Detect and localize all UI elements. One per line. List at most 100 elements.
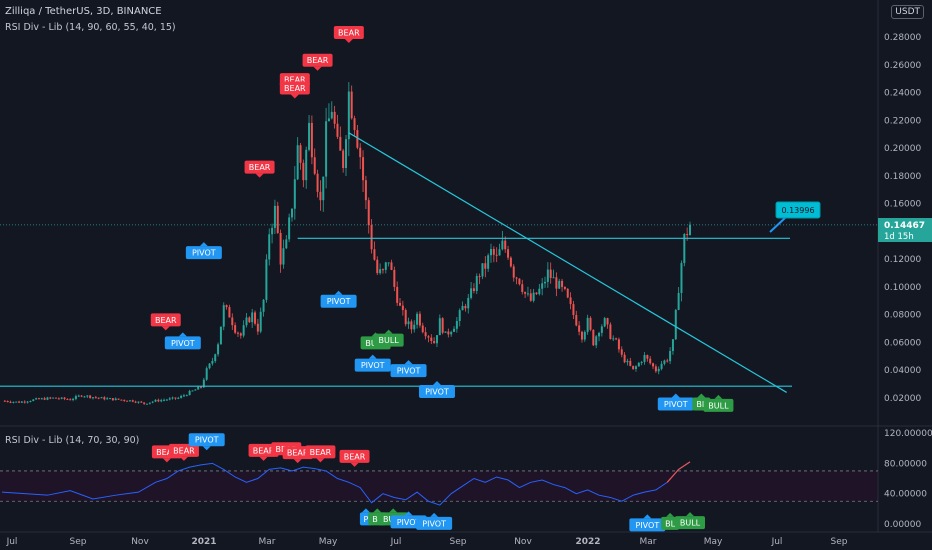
signal-tag-label: PIVOT	[425, 387, 449, 396]
candle-body	[438, 318, 441, 336]
main-indicator-label: RSI Div - Lib (14, 90, 60, 55, 40, 15)	[5, 22, 176, 33]
candle-body	[575, 314, 578, 326]
candle-body	[671, 339, 674, 351]
candle-body	[97, 397, 100, 399]
signal-tag-pointer	[162, 458, 171, 463]
candle-body	[524, 291, 527, 294]
rsi-tick: 80.00000	[884, 459, 927, 469]
signal-pivot-tag[interactable]: PIVOT	[185, 242, 222, 260]
candle-body	[140, 401, 143, 403]
candle-body	[373, 249, 376, 260]
candle-body	[182, 395, 185, 397]
signal-tag-label: BULL	[680, 519, 701, 528]
candle-body	[535, 292, 538, 295]
candle-body	[330, 111, 333, 119]
candle-body	[236, 332, 239, 334]
candle-body	[91, 397, 94, 399]
signal-tag-label: PIVOT	[397, 518, 421, 527]
signal-tag-box	[373, 333, 404, 347]
time-tick: May	[704, 537, 723, 547]
candle-body	[83, 396, 86, 398]
candle-body	[265, 259, 268, 300]
candle-body	[177, 397, 180, 399]
signal-tag-box	[390, 364, 427, 378]
signal-tag-box	[279, 81, 310, 95]
candle-body	[15, 401, 18, 403]
signal-pivot-tag[interactable]: PIVOT	[164, 332, 201, 350]
candle-body	[35, 398, 38, 400]
candle-body	[327, 118, 330, 122]
signal-bear-tag[interactable]: BEAR	[339, 449, 370, 467]
candle-body	[347, 91, 350, 140]
candle-body	[680, 263, 683, 293]
signal-bear-tag[interactable]: BEAR	[282, 446, 313, 464]
candle-body	[447, 331, 450, 335]
candle-body	[254, 312, 257, 324]
signal-tag-label: PIVOT	[192, 249, 216, 258]
candle-body	[416, 313, 419, 325]
candle-body	[370, 225, 373, 250]
rsi-indicator-label: RSI Div - Lib (14, 70, 30, 90)	[5, 435, 140, 446]
candle-body	[180, 395, 183, 398]
signal-pivot-tag[interactable]: PIVOT	[416, 512, 453, 530]
signal-bear-tag[interactable]: BEAR	[244, 160, 275, 178]
signal-tag-pointer	[714, 394, 723, 399]
candle-body	[103, 397, 106, 400]
signal-bull-tag[interactable]: BULL	[675, 512, 705, 530]
signal-pivot-tag[interactable]: PIVOT	[320, 290, 357, 308]
candle-body	[529, 293, 532, 301]
descending-trendline[interactable]	[348, 132, 787, 393]
signal-tag-pointer	[643, 514, 652, 519]
rsi-tick: 40.00000	[884, 490, 927, 500]
signal-pivot-tag[interactable]: PIVOT	[390, 360, 427, 378]
candle-body	[29, 401, 32, 403]
signal-bear-tag[interactable]: BEAR	[168, 443, 199, 461]
candle-body	[185, 395, 188, 397]
signal-tag-box	[339, 449, 370, 463]
signal-bl-tag[interactable]: BL	[661, 512, 680, 530]
signal-bull-tag[interactable]: BULL	[703, 394, 734, 412]
candle-body	[455, 321, 458, 329]
candle-body	[163, 399, 166, 401]
signal-pivot-tag[interactable]: PIVOT	[418, 380, 455, 398]
signal-bull-tag[interactable]: BULL	[373, 329, 404, 347]
signal-tag-box	[168, 443, 199, 457]
signal-tag-pointer	[334, 290, 343, 295]
candle-body	[566, 288, 569, 298]
signal-tag-label: BEAR	[156, 448, 178, 457]
candle-body	[43, 398, 46, 400]
candle-body	[86, 395, 89, 397]
signal-pivot-tag[interactable]: PIVOT	[657, 393, 694, 411]
signal-tag-box	[703, 398, 734, 412]
signal-bear-tag[interactable]: BEAR	[305, 445, 336, 463]
signal-pivot-tag[interactable]: PIVOT	[188, 433, 225, 451]
signal-tag-pointer	[666, 512, 675, 517]
signal-tag-label: BEAR	[155, 316, 177, 325]
signal-tag-label: PIVOT	[171, 339, 195, 348]
signal-pivot-tag[interactable]: PIVOT	[629, 514, 666, 532]
candle-body	[620, 349, 623, 355]
candle-body	[418, 313, 421, 326]
currency-selector[interactable]: USDT	[891, 5, 924, 19]
candle-body	[521, 284, 524, 292]
candle-body	[325, 121, 328, 177]
signal-pivot-tag[interactable]: PIVOT	[354, 354, 391, 372]
signal-tag-label: PIVOT	[664, 400, 688, 409]
price-tick: 0.10000	[884, 283, 921, 293]
signal-bear-tag[interactable]: BEAR	[333, 25, 364, 43]
signal-bear-tag[interactable]: BEAR	[150, 313, 181, 331]
signal-bear-tag[interactable]: BEAR	[302, 53, 333, 71]
candle-body	[387, 262, 390, 264]
candle-body	[137, 401, 140, 403]
candle-body	[342, 150, 345, 169]
bar-countdown: 1d 15h	[884, 232, 914, 242]
target-callout[interactable]	[775, 201, 821, 219]
signal-bear-tag[interactable]: BEAR	[279, 81, 310, 99]
candle-body	[552, 277, 555, 279]
signal-bear-tag[interactable]: BEAR	[248, 443, 279, 461]
candle-body	[191, 390, 194, 392]
candle-body	[197, 386, 200, 390]
candle-body	[72, 398, 75, 401]
candle-body	[293, 179, 296, 209]
